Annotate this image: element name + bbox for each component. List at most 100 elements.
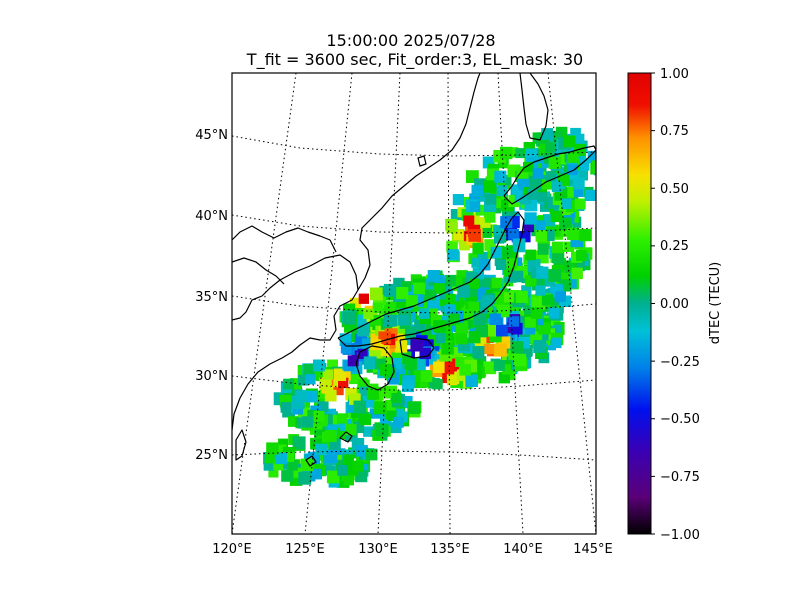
dtec-cell xyxy=(525,249,536,261)
dtec-cell xyxy=(324,450,338,463)
coastline xyxy=(337,211,525,347)
dtec-cell xyxy=(313,359,325,372)
dtec-cell xyxy=(555,291,566,303)
dtec-cell xyxy=(447,249,459,261)
dtec-cell xyxy=(370,339,382,351)
dtec-cell xyxy=(263,459,275,471)
y-tick-label: 40°N xyxy=(195,209,228,224)
dtec-cell xyxy=(535,230,548,242)
dtec-cell xyxy=(508,316,520,327)
coastline xyxy=(503,145,596,205)
dtec-cell xyxy=(305,374,316,385)
dtec-cell xyxy=(576,250,587,261)
dtec-cell xyxy=(357,379,370,392)
dtec-cell xyxy=(491,277,503,289)
dtec-cell xyxy=(546,171,557,182)
dtec-cell xyxy=(278,438,289,449)
dtec-cell xyxy=(513,353,527,367)
dtec-cell xyxy=(396,287,409,300)
coastlines xyxy=(232,73,596,467)
x-tick-label: 145°E xyxy=(573,542,613,557)
dtec-cell xyxy=(433,361,445,373)
dtec-cell xyxy=(572,186,584,197)
dtec-cell xyxy=(501,297,513,309)
dtec-cell xyxy=(278,459,289,470)
coastline xyxy=(355,345,395,391)
dtec-cell xyxy=(455,357,466,367)
dtec-cell xyxy=(421,339,434,352)
dtec-cell xyxy=(484,239,496,251)
dtec-cell xyxy=(534,220,546,231)
latitude-gridline xyxy=(232,135,596,157)
colorbar-tick-label: 0.50 xyxy=(660,182,689,197)
dtec-cell xyxy=(404,357,417,370)
dtec-cell xyxy=(342,454,354,466)
dtec-cell xyxy=(517,175,529,187)
dtec-cell xyxy=(483,361,497,375)
dtec-cell xyxy=(544,338,556,351)
dtec-cell xyxy=(508,349,519,361)
dtec-cell xyxy=(498,372,510,384)
dtec-cell xyxy=(493,360,505,372)
dtec-cell xyxy=(291,467,303,478)
dtec-cell xyxy=(471,257,482,268)
dtec-cell xyxy=(295,390,307,403)
dtec-cell xyxy=(313,410,325,422)
dtec-cell xyxy=(551,241,564,254)
coastline xyxy=(339,431,353,443)
coastline xyxy=(232,257,285,285)
dtec-cell xyxy=(418,308,430,319)
dtec-cell xyxy=(303,364,315,375)
dtec-cell xyxy=(509,164,521,176)
dtec-cell xyxy=(292,404,304,415)
dtec-cell xyxy=(300,458,314,472)
dtec-cell xyxy=(490,187,502,199)
dtec-cell xyxy=(445,293,456,304)
dtec-cell xyxy=(281,470,293,482)
dtec-cell xyxy=(284,451,295,462)
dtec-cell xyxy=(405,295,418,308)
dtec-cell xyxy=(407,401,420,414)
dtec-cell xyxy=(520,193,532,205)
dtec-cell xyxy=(472,346,485,358)
dtec-cell xyxy=(591,153,596,164)
x-tick-label: 135°E xyxy=(430,542,470,557)
y-tick-label: 45°N xyxy=(195,128,228,143)
dtec-cell xyxy=(497,157,509,169)
dtec-cell xyxy=(455,331,468,345)
dtec-cell xyxy=(465,374,478,387)
dtec-cell xyxy=(538,322,551,335)
longitude-gridline xyxy=(304,73,353,534)
dtec-cell xyxy=(552,251,564,264)
dtec-cell xyxy=(541,179,553,190)
colorbar-tick-label: −0.75 xyxy=(660,470,700,485)
dtec-cell xyxy=(494,170,507,183)
dtec-cell xyxy=(440,324,451,336)
longitude-gridline xyxy=(377,73,401,534)
coastline xyxy=(232,225,337,253)
dtec-cell xyxy=(352,413,363,425)
dtec-cell xyxy=(459,364,471,376)
longitude-gridline xyxy=(497,73,524,534)
dtec-cell xyxy=(570,127,581,139)
dtec-cell xyxy=(471,184,484,197)
dtec-cell xyxy=(527,188,538,200)
dtec-cell xyxy=(493,225,505,236)
dtec-cell xyxy=(477,251,488,263)
dtec-cell xyxy=(532,167,544,179)
dtec-cell xyxy=(537,329,549,341)
dtec-cell xyxy=(561,198,572,210)
dtec-cell xyxy=(523,221,534,233)
dtec-cell xyxy=(315,443,327,456)
dtec-cell xyxy=(474,335,487,348)
chart-title-line2: T_fit = 3600 sec, Fit_order:3, EL_mask: … xyxy=(246,50,583,70)
dtec-cell xyxy=(349,393,361,405)
dtec-cell xyxy=(536,266,549,279)
map-plot-area xyxy=(232,73,596,534)
dtec-cell xyxy=(358,293,369,304)
dtec-cell xyxy=(457,285,470,298)
dtec-cell xyxy=(391,393,402,404)
x-tick-label: 125°E xyxy=(285,542,325,557)
dtec-cell xyxy=(446,240,458,253)
dtec-cell xyxy=(511,341,524,354)
